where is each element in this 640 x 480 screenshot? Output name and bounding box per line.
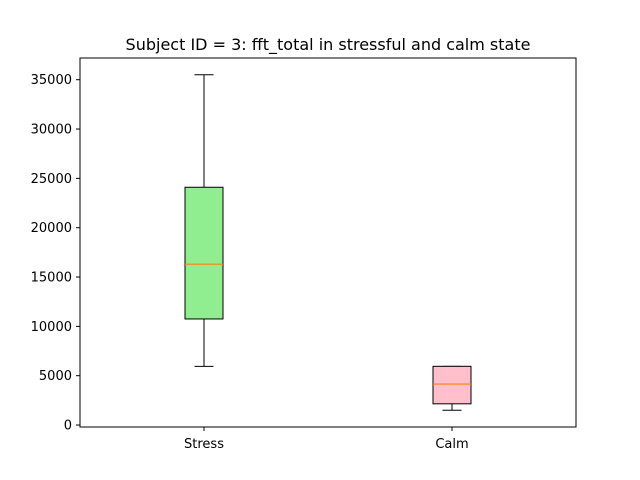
box-stress: [184, 74, 224, 367]
y-tick-label: 25000: [31, 172, 72, 187]
iqr-box: [184, 186, 224, 320]
y-tick-label: 0: [64, 419, 72, 434]
y-tick-label: 30000: [31, 123, 72, 138]
iqr-box: [432, 365, 472, 405]
x-tick-label: Calm: [435, 437, 468, 452]
y-tick-label: 10000: [31, 320, 72, 335]
x-tick-label: Stress: [184, 437, 224, 452]
y-tick-label: 20000: [31, 221, 72, 236]
plot-frame: [79, 57, 577, 428]
x-axis: Stress Calm: [184, 427, 469, 452]
box-group: [184, 74, 472, 411]
y-axis: 0 5000 10000 15000 20000 25000 30000 35000: [31, 73, 80, 434]
y-tick-label: 5000: [39, 369, 72, 384]
box-calm: [432, 365, 472, 411]
y-tick-label: 35000: [31, 73, 72, 88]
chart-title: Subject ID = 3: fft_total in stressful a…: [126, 35, 531, 55]
y-tick-label: 15000: [31, 271, 72, 286]
